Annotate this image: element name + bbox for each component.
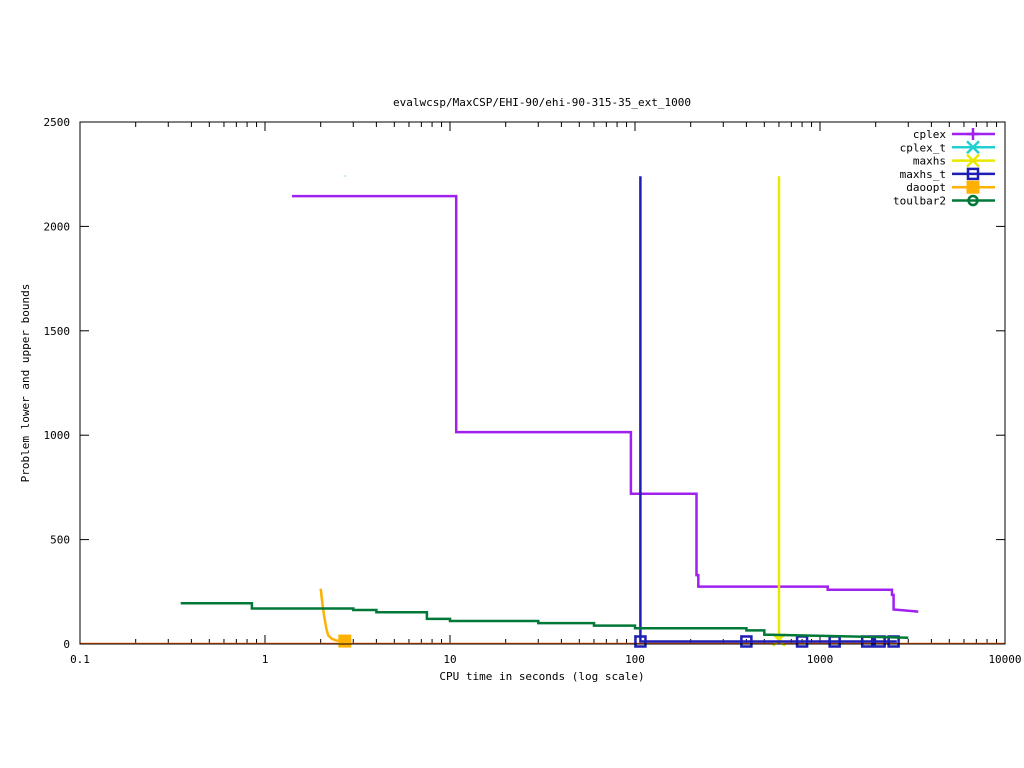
y-axis-label: Problem lower and upper bounds (19, 284, 32, 483)
y-tick-label: 1000 (44, 429, 71, 442)
legend-marker-maxhs (966, 153, 980, 168)
x-tick-label: 0.1 (70, 653, 90, 666)
legend-label-cplex_t: cplex_t (900, 141, 946, 154)
legend-label-toulbar2: toulbar2 (893, 195, 946, 208)
y-tick-label: 1500 (44, 325, 71, 338)
legend-label-cplex: cplex (913, 128, 946, 141)
plot-frame (79, 121, 1006, 645)
legend-marker-daoopt (966, 180, 980, 194)
y-tick-label: 2500 (44, 116, 71, 129)
x-tick-label: 1000 (807, 653, 834, 666)
x-tick-label: 10000 (988, 653, 1021, 666)
legend-marker-toulbar2 (967, 194, 979, 207)
y-tick-label: 500 (50, 534, 70, 547)
y-tick-label: 2000 (44, 220, 71, 233)
legend-marker-cplex (967, 128, 979, 140)
data-point-daoopt (338, 634, 352, 648)
series-toulbar2 (180, 602, 909, 639)
series-line-toulbar2 (180, 602, 909, 639)
legend-label-daoopt: daoopt (906, 181, 946, 194)
series-line-cplex (292, 194, 919, 613)
x-tick-label: 10 (443, 653, 456, 666)
legend-label-maxhs_t: maxhs_t (900, 168, 946, 181)
x-tick-label: 1 (262, 653, 269, 666)
data-point-maxhs_t (634, 635, 647, 648)
x-axis-label: CPU time in seconds (log scale) (439, 670, 644, 683)
data-point-maxhs_t (740, 635, 753, 648)
x-tick-label: 100 (625, 653, 645, 666)
y-tick-label: 0 (63, 638, 70, 651)
legend-label-maxhs: maxhs (913, 155, 946, 168)
series-cplex (292, 194, 919, 613)
series-line-maxhs_t (639, 176, 897, 643)
chart-title: evalwcsp/MaxCSP/EHI-90/ehi-90-315-35_ext… (393, 96, 691, 109)
legend-marker-maxhs_t (966, 167, 980, 181)
legend-marker-cplex_t (966, 140, 980, 155)
